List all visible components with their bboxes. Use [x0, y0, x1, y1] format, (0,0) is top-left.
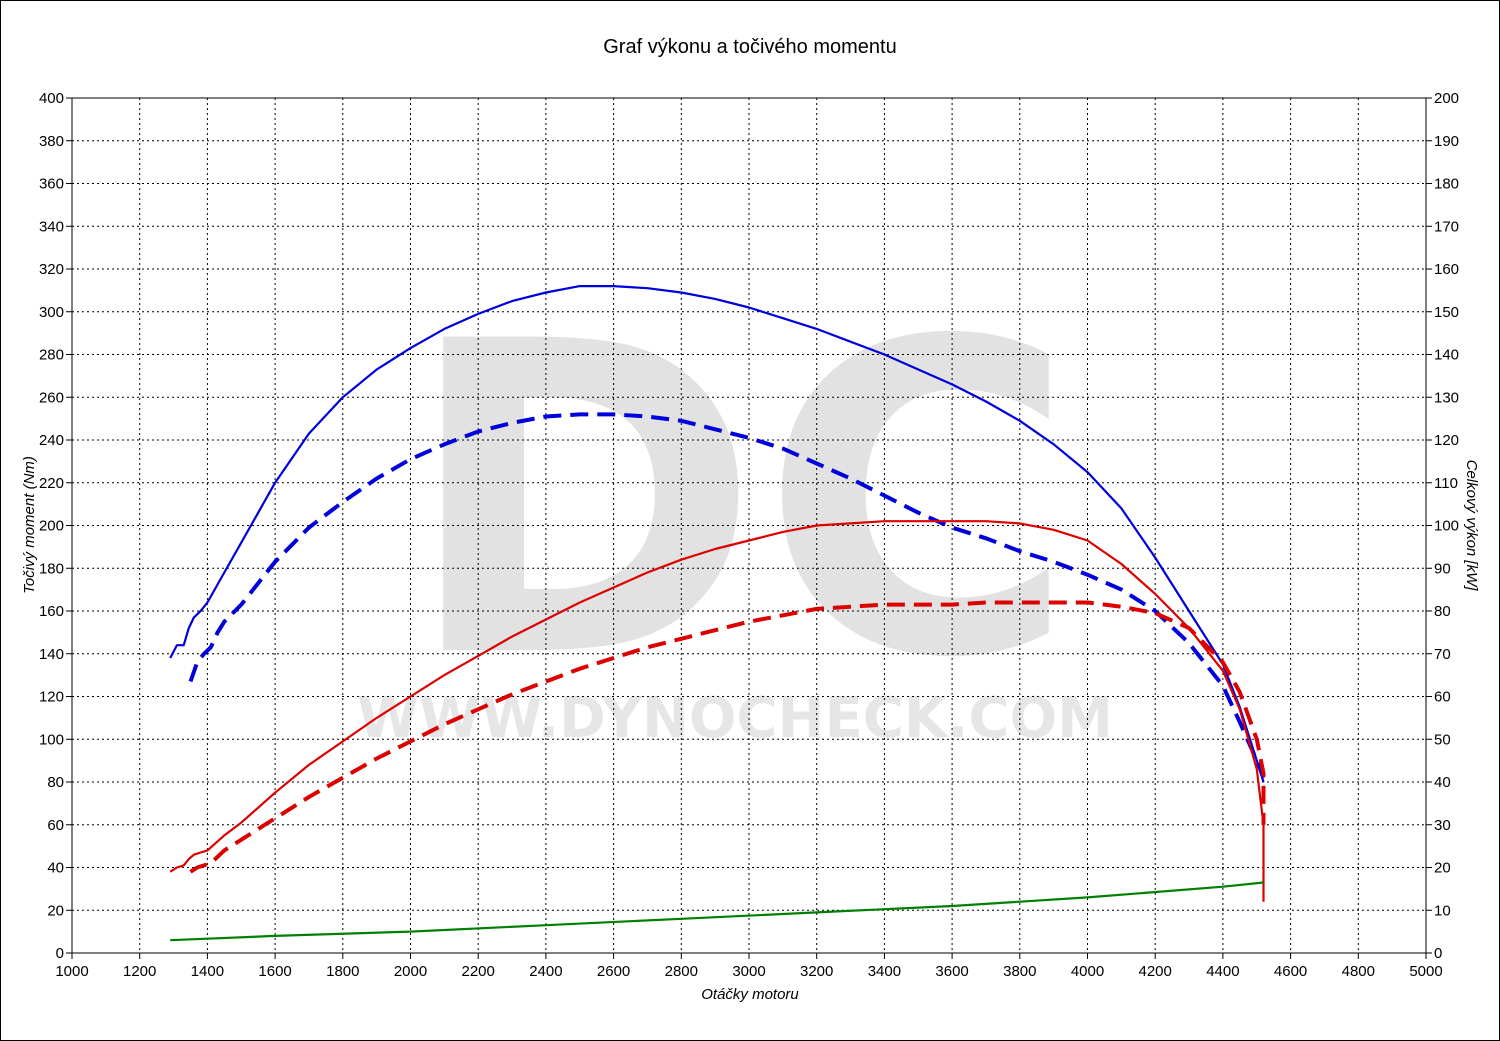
y-right-tick-label: 120 — [1434, 432, 1459, 449]
y-right-tick-label: 40 — [1434, 774, 1451, 791]
x-tick-label: 2800 — [665, 963, 698, 980]
x-axis-label: Otáčky motoru — [701, 986, 799, 1003]
y-right-tick-label: 180 — [1434, 176, 1459, 193]
y-left-tick-label: 40 — [47, 860, 64, 877]
x-tick-label: 4600 — [1274, 963, 1307, 980]
y-left-tick-label: 0 — [56, 945, 64, 962]
y-right-tick-label: 70 — [1434, 646, 1451, 663]
y-left-tick-label: 80 — [47, 774, 64, 791]
x-tick-label: 3000 — [732, 963, 765, 980]
y-left-tick-label: 360 — [39, 176, 64, 193]
y-axis-label-right: Celkový výkon [kW] — [1463, 460, 1480, 592]
y-right-tick-label: 60 — [1434, 689, 1451, 706]
y-left-tick-label: 220 — [39, 475, 64, 492]
y-right-tick-label: 200 — [1434, 90, 1459, 107]
x-tick-label: 4200 — [1139, 963, 1172, 980]
x-tick-label: 3400 — [868, 963, 901, 980]
y-right-tick-label: 140 — [1434, 347, 1459, 364]
x-tick-label: 2000 — [394, 963, 427, 980]
y-left-tick-label: 200 — [39, 518, 64, 535]
x-tick-label: 3200 — [800, 963, 833, 980]
x-tick-label: 1400 — [191, 963, 224, 980]
y-left-tick-label: 320 — [39, 261, 64, 278]
y-right-tick-label: 100 — [1434, 518, 1459, 535]
series-line-drag-loss — [170, 881, 1264, 942]
y-right-tick-label: 50 — [1434, 731, 1451, 748]
y-left-tick-label: 180 — [39, 560, 64, 577]
series-line-power-tuned — [169, 520, 1265, 902]
series-line-torque-stock — [188, 412, 1266, 779]
y-right-tick-label: 0 — [1434, 945, 1442, 962]
watermark: DC WWW.DYNOCHECK.COM — [357, 252, 1113, 752]
y-left-tick-label: 280 — [39, 347, 64, 364]
y-left-tick-label: 300 — [39, 304, 64, 321]
y-left-tick-label: 20 — [47, 902, 64, 919]
x-tick-label: 1600 — [258, 963, 291, 980]
y-left-tick-label: 120 — [39, 689, 64, 706]
chart-title: Graf výkonu a točivého momentu — [603, 36, 896, 58]
y-left-tick-label: 140 — [39, 646, 64, 663]
series-lines — [169, 285, 1266, 942]
y-right-tick-label: 150 — [1434, 304, 1459, 321]
x-tick-label: 4400 — [1206, 963, 1239, 980]
y-left-tick-label: 60 — [47, 817, 64, 834]
y-left-tick-label: 100 — [39, 731, 64, 748]
series-line-power-stock — [189, 600, 1266, 874]
y-right-tick-label: 130 — [1434, 389, 1459, 406]
x-tick-label: 4800 — [1342, 963, 1375, 980]
x-tick-label: 2600 — [597, 963, 630, 980]
x-tick-label: 1000 — [55, 963, 88, 980]
x-tick-label: 2400 — [529, 963, 562, 980]
y-left-tick-label: 260 — [39, 389, 64, 406]
x-tick-label: 3600 — [935, 963, 968, 980]
y-left-tick-label: 240 — [39, 432, 64, 449]
y-right-tick-label: 30 — [1434, 817, 1451, 834]
watermark-letters: DC — [404, 252, 1077, 752]
y-right-tick-label: 20 — [1434, 860, 1451, 877]
watermark-url: WWW.DYNOCHECK.COM — [357, 686, 1113, 751]
x-tick-label: 4000 — [1071, 963, 1104, 980]
series-line-torque-tuned — [169, 285, 1265, 783]
y-left-tick-label: 160 — [39, 603, 64, 620]
x-tick-label: 2200 — [462, 963, 495, 980]
y-left-tick-label: 400 — [39, 90, 64, 107]
x-tick-label: 1800 — [326, 963, 359, 980]
y-left-tick-label: 340 — [39, 218, 64, 235]
y-right-tick-label: 90 — [1434, 560, 1451, 577]
y-right-tick-label: 10 — [1434, 902, 1451, 919]
y-axis-label-left: Točivý moment (Nm) — [21, 456, 38, 594]
y-right-tick-label: 80 — [1434, 603, 1451, 620]
y-left-tick-label: 380 — [39, 133, 64, 150]
y-right-tick-label: 170 — [1434, 218, 1459, 235]
y-right-tick-label: 110 — [1434, 475, 1458, 492]
axis-ticks: 1000 1200 1400 1600 1800 2000 2200 2400 2600 2800… — [39, 90, 1459, 980]
grid — [72, 98, 1426, 953]
x-tick-label: 1200 — [123, 963, 156, 980]
x-tick-label: 3800 — [1003, 963, 1036, 980]
y-right-tick-label: 160 — [1434, 261, 1459, 278]
x-tick-label: 5000 — [1409, 963, 1442, 980]
y-right-tick-label: 190 — [1434, 133, 1459, 150]
